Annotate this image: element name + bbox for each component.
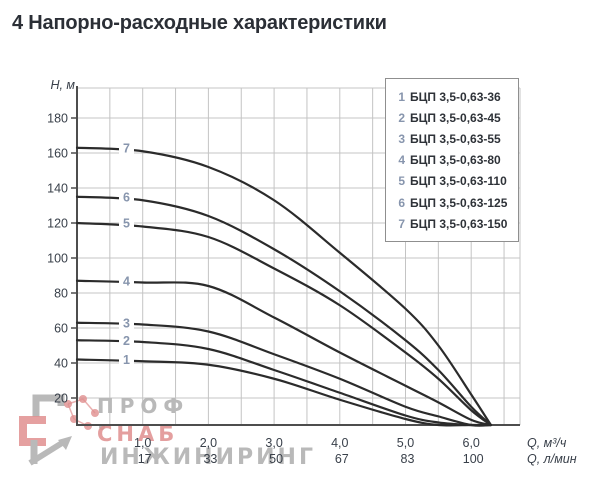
pump-curve-7 [75,146,493,427]
y-tick-60: 60 [54,322,68,336]
legend-item-label: БЦП 3,5-0,63-36 [410,89,501,104]
y-axis-label: Н, м [50,78,75,92]
x-tick-m3h-2: 2,0 [200,436,217,450]
x-tick-m3h-5: 5,0 [397,436,414,450]
legend-item-label: БЦП 3,5-0,63-55 [410,131,501,146]
y-tick-20: 20 [54,392,68,406]
legend-item-3: 3 БЦП 3,5-0,63-55 [395,128,518,149]
legend-item-label: БЦП 3,5-0,63-150 [410,216,508,231]
x-tick-lmin-4: 67 [335,452,349,466]
x-tick-lmin-3: 50 [269,452,283,466]
pump-curve-5 [75,221,493,427]
legend-item-label: БЦП 3,5-0,63-45 [410,110,501,125]
watermark-word-3: ИНЖИНИРИНГ [100,445,316,470]
legend-item-number: 7 [398,216,405,231]
x-tick-lmin-6: 100 [463,452,484,466]
x-tick-m3h-3: 3,0 [265,436,282,450]
x-tick-lmin-5: 83 [401,452,415,466]
tick-labels: 20 40 60 80 100 120 140 160 180 1,0 2,0 3,0 4,0 5,0 6,… [47,78,577,466]
curve-label-2: 2 [123,334,130,348]
legend-item-number: 5 [398,174,405,189]
legend-item-number: 2 [398,110,405,125]
pump-curve-6 [75,195,493,427]
legend-item-5: 5 БЦП 3,5-0,63-110 [395,171,518,192]
legend-item-number: 4 [398,153,405,168]
y-tick-140: 140 [47,182,68,196]
legend-item-number: 1 [398,89,405,104]
legend-item-7: 7 БЦП 3,5-0,63-150 [395,213,518,234]
legend-item-number: 3 [398,131,405,146]
pump-curve-2 [75,339,493,427]
x-tick-m3h-4: 4,0 [331,436,348,450]
y-tick-80: 80 [54,287,68,301]
y-tick-180: 180 [47,112,68,126]
legend-item-4: 4 БЦП 3,5-0,63-80 [395,150,518,171]
x-tick-m3h-6: 6,0 [463,436,480,450]
chart-legend: 1 БЦП 3,5-0,63-36 2 БЦП 3,5-0,63-45 3 БЦП 3,5… [385,78,519,242]
y-tick-120: 120 [47,217,68,231]
curve-label-6: 6 [123,190,130,204]
curve-number-labels: 1 2 3 4 5 6 7 [119,140,134,367]
legend-item-6: 6 БЦП 3,5-0,63-125 [395,192,518,213]
y-tick-40: 40 [54,357,68,371]
pump-curve-4 [75,279,493,427]
legend-item-label: БЦП 3,5-0,63-125 [410,195,508,210]
x-axis-label-m3h: Q, м³/ч [527,436,567,450]
legend-item-2: 2 БЦП 3,5-0,63-45 [395,107,518,128]
x-tick-lmin-1: 17 [138,452,152,466]
watermark-p-glyph [32,394,65,417]
legend-item-1: 1 БЦП 3,5-0,63-36 [395,86,518,107]
curve-label-7: 7 [123,141,130,155]
x-tick-lmin-2: 33 [203,452,217,466]
page-title: 4 Напорно-расходные характеристики [12,12,387,34]
curve-label-5: 5 [123,217,130,231]
y-tick-100: 100 [47,252,68,266]
legend-item-label: БЦП 3,5-0,63-110 [410,174,507,189]
watermark-word-1: ПРОФ [97,394,189,418]
pump-curve-3 [75,321,493,427]
curves [75,146,493,427]
watermark-arrowhead [58,436,72,450]
curve-label-4: 4 [123,274,130,288]
x-tick-m3h-1: 1,0 [134,436,151,450]
curve-label-1: 1 [123,353,130,367]
watermark-s-glyph [19,416,46,446]
x-axis-label-lmin: Q, л/мин [527,452,577,466]
legend-item-label: БЦП 3,5-0,63-80 [410,153,501,168]
y-tick-160: 160 [47,147,68,161]
curve-label-3: 3 [123,316,130,330]
legend-item-number: 6 [398,195,405,210]
